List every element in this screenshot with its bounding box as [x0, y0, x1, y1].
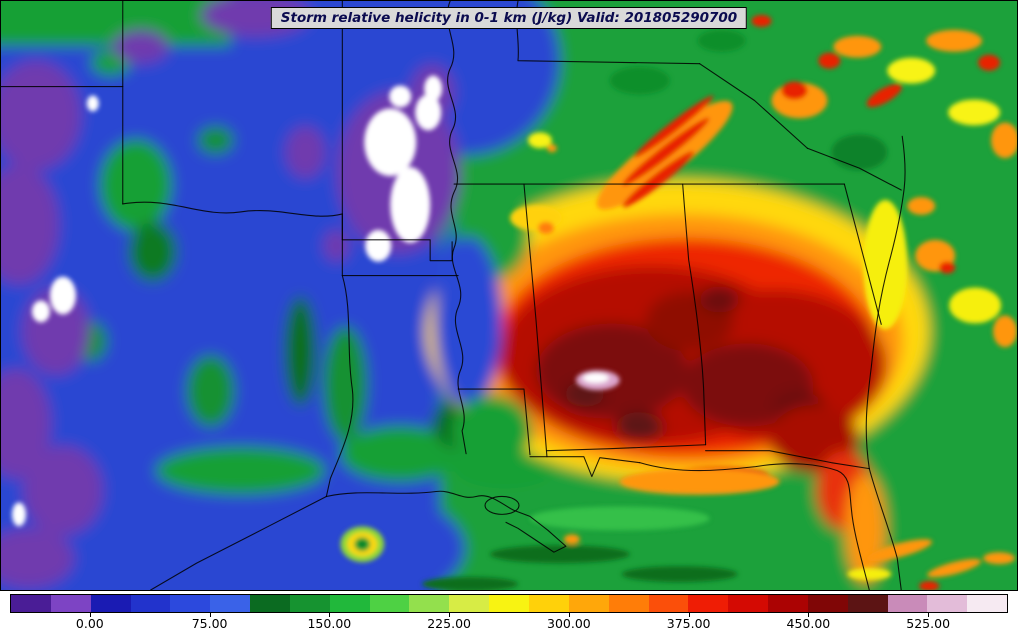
colorbar-segment	[688, 595, 729, 612]
colorbar-segment	[130, 595, 171, 612]
plot-title: Storm relative helicity in 0-1 km (J/kg)…	[270, 7, 748, 29]
colorbar: 0.00 75.00 150.00 225.00 300.00 375.00 450.00 5…	[10, 594, 1008, 632]
colorbar-tick-label: 525.00	[906, 616, 951, 631]
colorbar-gradient	[10, 594, 1008, 613]
colorbar-tick-label: 75.00	[191, 616, 228, 631]
colorbar-segment	[728, 595, 769, 612]
colorbar-tick-mark	[688, 613, 690, 617]
colorbar-segment	[170, 595, 211, 612]
colorbar-tick-mark	[808, 613, 810, 617]
colorbar-segment	[568, 595, 609, 612]
colorbar-segment	[329, 595, 370, 612]
colorbar-segment	[967, 595, 1008, 612]
colorbar-segment	[449, 595, 490, 612]
colorbar-segment	[210, 595, 251, 612]
helicity-map-svg	[1, 1, 1017, 590]
helicity-field-base	[1, 1, 1017, 590]
colorbar-tick-label: 300.00	[547, 616, 591, 631]
colorbar-segment	[50, 595, 91, 612]
colorbar-segment	[847, 595, 888, 612]
colorbar-tick-mark	[209, 613, 211, 617]
map-area	[0, 0, 1018, 591]
colorbar-segment	[90, 595, 131, 612]
colorbar-segment	[608, 595, 649, 612]
colorbar-segment	[369, 595, 410, 612]
colorbar-segment	[11, 595, 51, 612]
colorbar-segment	[887, 595, 928, 612]
colorbar-tick-label: 0.00	[75, 616, 104, 631]
colorbar-tick-label: 150.00	[307, 616, 352, 631]
colorbar-tick-mark	[928, 613, 930, 617]
colorbar-segment	[768, 595, 808, 612]
colorbar-segment	[807, 595, 848, 612]
colorbar-ticks: 0.00 75.00 150.00 225.00 300.00 375.00 450.00 5…	[10, 613, 1008, 632]
helicity-field-detail	[11, 14, 1017, 590]
colorbar-segment	[927, 595, 968, 612]
colorbar-tick-label: 450.00	[786, 616, 831, 631]
colorbar-tick-mark	[449, 613, 451, 617]
colorbar-tick-mark	[89, 613, 91, 617]
colorbar-tick-label: 375.00	[666, 616, 711, 631]
colorbar-segment	[289, 595, 330, 612]
colorbar-tick-label: 225.00	[427, 616, 471, 631]
colorbar-segment	[489, 595, 529, 612]
colorbar-tick-mark	[329, 613, 331, 617]
colorbar-segment	[409, 595, 450, 612]
state-borders	[1, 1, 906, 590]
colorbar-segment	[250, 595, 290, 612]
colorbar-segment	[648, 595, 689, 612]
colorbar-tick-mark	[568, 613, 570, 617]
colorbar-segment	[528, 595, 569, 612]
